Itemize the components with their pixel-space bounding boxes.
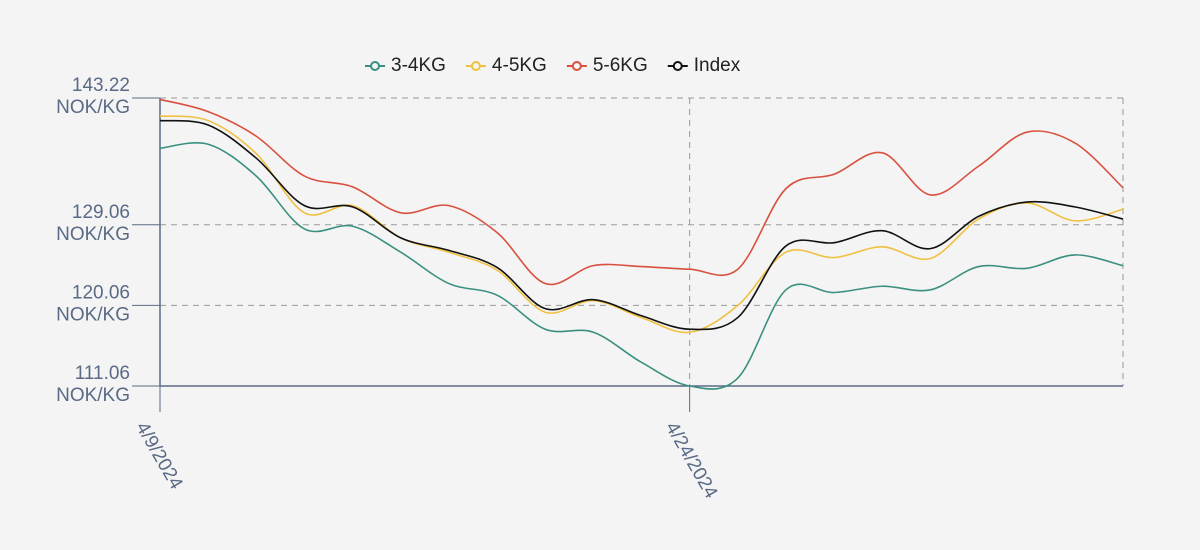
legend-label: Index bbox=[694, 55, 741, 76]
y-tick-label: 111.06 NOK/KG bbox=[56, 363, 130, 406]
legend-marker bbox=[672, 61, 683, 71]
y-tick-label: 129.06 NOK/KG bbox=[56, 202, 130, 245]
y-tick-label: 120.06 NOK/KG bbox=[56, 282, 130, 325]
legend-marker bbox=[370, 61, 380, 71]
legend: 3-4KG 4-5KG 5-6KG Index bbox=[365, 55, 741, 76]
x-tick-label: 4/24/2024 bbox=[661, 419, 722, 503]
series-line bbox=[159, 98, 1124, 286]
series-line bbox=[159, 115, 1124, 334]
legend-marker bbox=[571, 61, 582, 71]
y-tick-label: 143.22 NOK/KG bbox=[56, 75, 130, 118]
series-line bbox=[159, 119, 1124, 331]
legend-marker bbox=[470, 61, 481, 71]
series-line bbox=[159, 142, 1124, 390]
legend-label: 3-4KG bbox=[391, 55, 446, 76]
legend-label: 4-5KG bbox=[492, 55, 547, 76]
x-tick-label: 4/9/2024 bbox=[131, 419, 186, 494]
legend-label: 5-6KG bbox=[593, 55, 648, 76]
